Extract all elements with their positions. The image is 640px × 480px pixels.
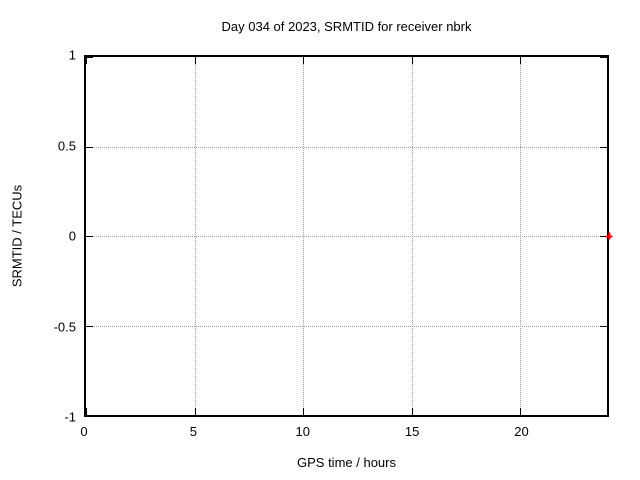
plot-area bbox=[84, 55, 609, 417]
y-tick-mark-left bbox=[86, 236, 93, 237]
x-tick-mark-top bbox=[520, 57, 522, 64]
chart-title: Day 034 of 2023, SRMTID for receiver nbr… bbox=[221, 19, 472, 34]
x-tick-mark-top bbox=[86, 57, 87, 64]
x-axis-label: GPS time / hours bbox=[297, 455, 396, 470]
y-tick-mark-right bbox=[600, 236, 607, 237]
y-tick-mark-right bbox=[600, 415, 607, 416]
x-tick-mark-bottom bbox=[520, 408, 522, 415]
y-tick-label: -1 bbox=[64, 409, 76, 425]
data-point-marker bbox=[605, 232, 613, 240]
x-tick-mark-top bbox=[194, 57, 196, 64]
x-tick-mark-bottom bbox=[194, 408, 196, 415]
x-tick-label: 15 bbox=[404, 424, 420, 439]
x-tick-label: 10 bbox=[295, 424, 310, 439]
x-tick-mark-top bbox=[411, 57, 413, 64]
y-tick-mark-right bbox=[600, 325, 607, 327]
y-tick-mark-right bbox=[600, 146, 607, 148]
y-tick-label: 0.5 bbox=[57, 138, 76, 153]
x-tick-label: 5 bbox=[189, 424, 197, 439]
plus-icon bbox=[608, 232, 610, 240]
x-tick-mark-bottom bbox=[303, 408, 305, 415]
x-tick-label: 20 bbox=[514, 424, 529, 439]
y-tick-mark-left bbox=[86, 146, 93, 148]
gridline-horizontal bbox=[86, 146, 607, 148]
y-axis-label: SRMTID / TECUs bbox=[9, 184, 25, 288]
y-tick-label: 1 bbox=[68, 47, 76, 63]
x-tick-mark-bottom bbox=[86, 408, 87, 415]
y-tick-mark-left bbox=[86, 57, 93, 58]
y-tick-mark-right bbox=[600, 57, 607, 58]
y-tick-mark-left bbox=[86, 415, 93, 416]
gridline-horizontal bbox=[86, 236, 607, 237]
x-tick-label: 0 bbox=[80, 424, 88, 439]
x-tick-mark-top bbox=[303, 57, 305, 64]
y-tick-label: 0 bbox=[68, 228, 76, 244]
x-tick-mark-bottom bbox=[411, 408, 413, 415]
gridline-horizontal bbox=[86, 325, 607, 327]
y-tick-label: -0.5 bbox=[53, 319, 76, 334]
y-tick-mark-left bbox=[86, 325, 93, 327]
